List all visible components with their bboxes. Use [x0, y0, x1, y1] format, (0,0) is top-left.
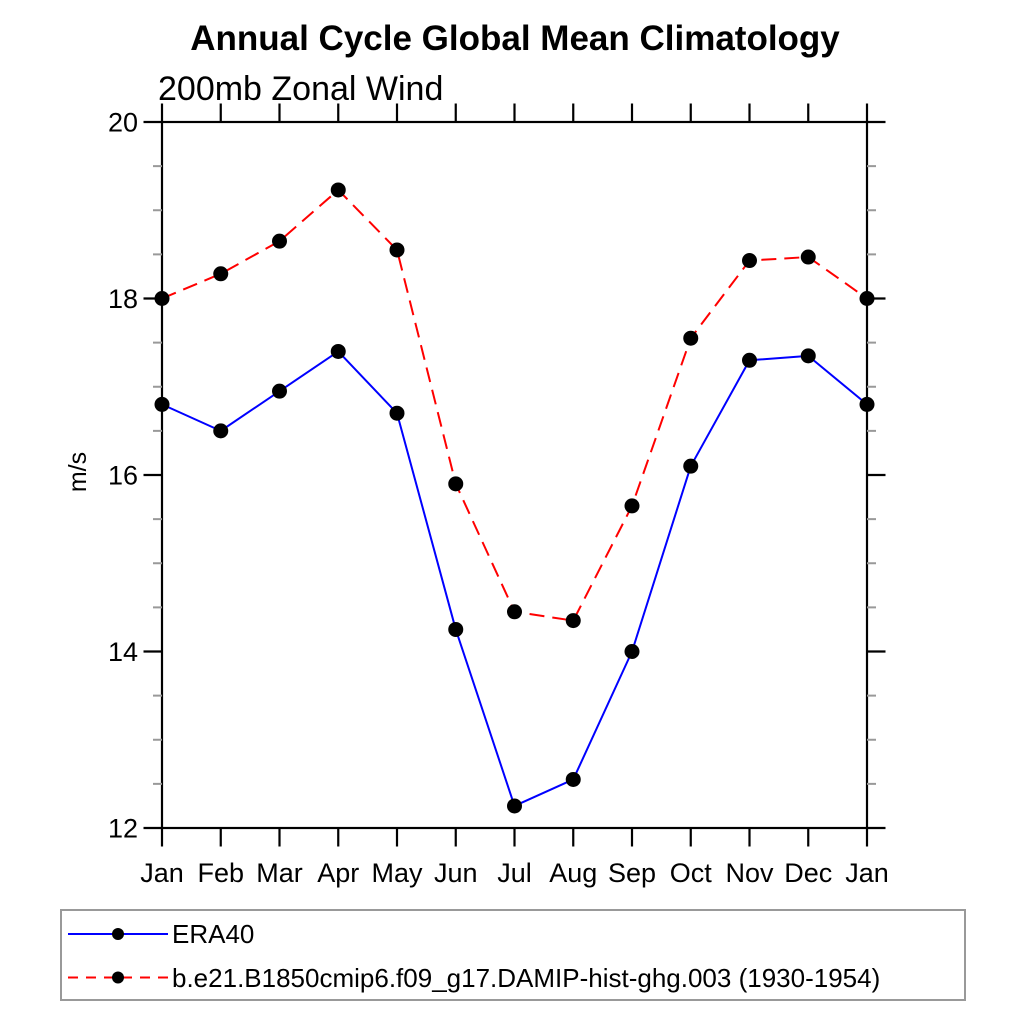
x-tick-label: Jul	[497, 858, 532, 888]
series-line-model	[161, 188, 868, 622]
data-point-marker	[154, 291, 170, 306]
data-point-marker	[565, 613, 581, 629]
legend-box: ERA40 b.e21.B1850cmip6.f09_g17.DAMIP-his…	[60, 909, 966, 1001]
data-point-marker	[624, 644, 640, 659]
chart-title: Annual Cycle Global Mean Climatology	[190, 19, 840, 58]
data-point-marker	[683, 458, 699, 474]
data-point-marker	[800, 249, 816, 265]
legend-label-model: b.e21.B1850cmip6.f09_g17.DAMIP-hist-ghg.…	[172, 963, 880, 993]
data-point-marker	[448, 621, 464, 637]
x-tick-label: Jan	[140, 858, 184, 888]
data-point-marker	[448, 476, 464, 492]
data-point-marker	[330, 182, 346, 198]
x-tick-label: May	[371, 858, 423, 888]
data-point-marker	[389, 242, 405, 258]
data-point-marker	[272, 233, 287, 249]
data-point-marker	[683, 330, 699, 346]
x-tick-label: Oct	[670, 858, 713, 888]
data-point-marker	[330, 343, 346, 359]
data-point-marker	[154, 396, 170, 412]
y-tick-label: 20	[108, 108, 138, 138]
y-tick-label: 14	[108, 637, 138, 667]
data-point-marker	[213, 423, 229, 439]
y-axis-label: m/s	[64, 452, 92, 492]
data-point-marker	[507, 798, 522, 814]
data-point-marker	[624, 498, 640, 514]
x-tick-label: Mar	[256, 858, 303, 888]
x-tick-label: Aug	[549, 858, 597, 888]
x-tick-label: Sep	[608, 858, 656, 888]
legend-marker-icon	[112, 928, 124, 940]
x-tick-label: Feb	[197, 858, 244, 888]
y-tick-label: 12	[108, 814, 138, 844]
legend-border	[60, 909, 966, 1001]
data-point-marker	[565, 771, 581, 787]
legend-marker-icon	[112, 971, 124, 984]
data-point-marker	[507, 604, 522, 620]
data-point-marker	[742, 253, 757, 269]
x-tick-label: Jun	[434, 858, 478, 888]
x-tick-label: Dec	[784, 858, 832, 888]
plot-frame	[160, 120, 869, 830]
x-tick-label: Jan	[845, 858, 889, 888]
data-point-marker	[859, 396, 875, 412]
x-tick-label: Nov	[725, 858, 774, 888]
data-point-marker	[742, 352, 757, 368]
y-tick-label: 18	[108, 284, 138, 314]
y-tick-label: 16	[108, 461, 138, 491]
series-layer	[154, 182, 875, 814]
data-point-marker	[213, 266, 229, 282]
series-line-era40	[161, 350, 868, 807]
data-point-marker	[800, 348, 816, 364]
data-point-marker	[859, 291, 875, 306]
x-tick-label: Apr	[317, 858, 359, 888]
axes-layer: 12 14 16 18 20 Jan Feb Mar Apr May Jun Jul Aug Sep Oct…	[108, 103, 889, 888]
chart-subtitle: 200mb Zonal Wind	[158, 70, 443, 108]
legend-label-era40: ERA40	[172, 919, 254, 949]
data-point-marker	[389, 405, 405, 421]
data-point-marker	[272, 383, 287, 399]
